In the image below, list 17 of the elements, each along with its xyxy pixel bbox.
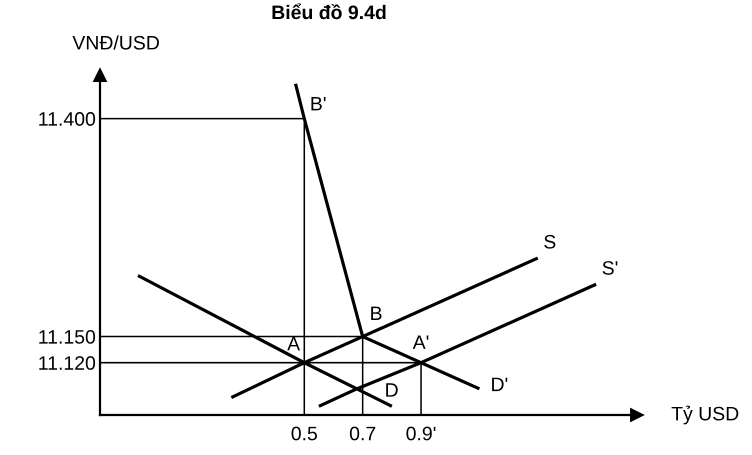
x-tick-label: 0.7 (350, 426, 376, 440)
y-tick-label: 11.120 (39, 356, 96, 370)
y-axis-title: VNĐ/USD (72, 35, 159, 50)
series-label: D' (492, 378, 508, 392)
annotation: D (386, 383, 398, 397)
series-label: S' (602, 261, 618, 275)
series-label: S (544, 234, 556, 249)
chart-title: Biểu đồ 9.4d (272, 3, 386, 20)
annotation: B (371, 306, 382, 320)
x-tick-label: 0.5 (292, 426, 317, 440)
y-tick-label: 11.400 (39, 112, 96, 126)
annotation: A' (412, 336, 428, 349)
annotation: B' (311, 97, 326, 110)
annotation: A (287, 336, 300, 350)
y-tick-label: 11.150 (39, 330, 96, 344)
x-axis-title: Tỷ USD (672, 406, 738, 424)
x-tick-label: 0.9' (406, 426, 436, 440)
